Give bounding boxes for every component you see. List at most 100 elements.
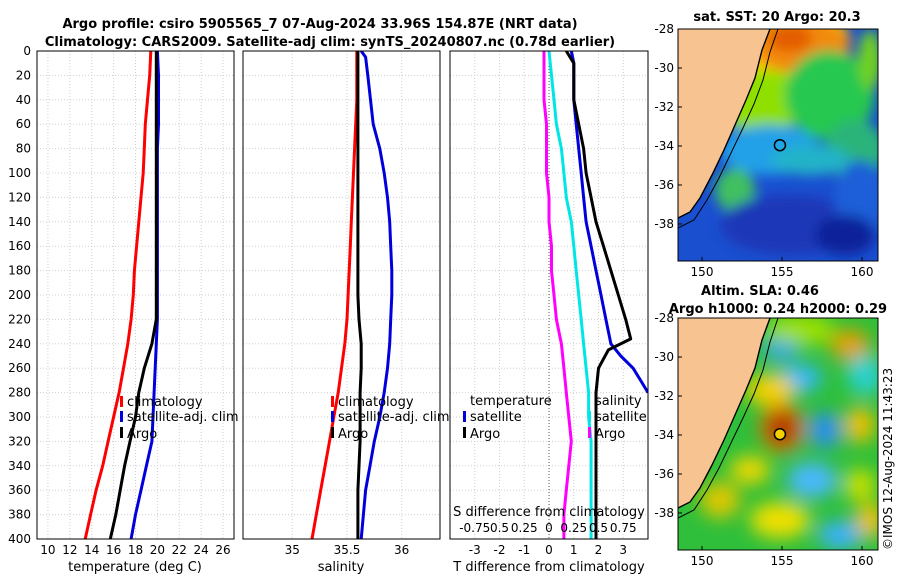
figure-title-line1: Argo profile: csiro 5905565_7 07-Aug-202…: [62, 17, 577, 32]
series-line: [356, 51, 363, 539]
s-difference-tick-label: -0.75: [459, 521, 490, 535]
lat-tick-label: -30: [654, 61, 674, 75]
depth-tick-label: 340: [8, 459, 31, 473]
temperature-legend: climatology satellite-adj. clim Argo: [120, 395, 239, 442]
lon-tick-label: 155: [771, 554, 794, 568]
depth-tick-label: 220: [8, 312, 31, 326]
temperature-lines: [83, 51, 160, 539]
x-tick-label: 35: [285, 543, 300, 557]
series-line: [547, 51, 593, 539]
difference-legend-right: salinity satellite Argo: [588, 394, 647, 442]
legend-swatch-satellite: [331, 411, 334, 422]
x-tick-label: 35.5: [334, 543, 361, 557]
depth-tick-label: 360: [8, 483, 31, 497]
salinity-grid: [243, 50, 440, 540]
depth-tick-label: 260: [8, 361, 31, 375]
series-line: [108, 51, 158, 539]
x-tick-label: 2: [595, 543, 603, 557]
s-difference-tick-label: 0.75: [610, 521, 637, 535]
s-difference-tick-label: 0.25: [511, 521, 538, 535]
temperature-axes-frame: [36, 50, 235, 540]
x-tick-label: 26: [215, 543, 230, 557]
depth-tick-label: 120: [8, 190, 31, 204]
difference-legend-left: temperature satellite Argo: [463, 394, 552, 442]
legend-swatch-sal-argo: [588, 427, 591, 438]
legend-label-sal-argo: Argo: [595, 427, 625, 442]
depth-tick-label: 320: [8, 434, 31, 448]
salinity-xlabel: salinity: [318, 560, 365, 575]
series-line: [542, 51, 573, 539]
lat-tick-label: -36: [654, 178, 674, 192]
lat-tick-label: -34: [654, 428, 674, 442]
sla-argo-profile-marker: [773, 427, 787, 441]
legend-label-temp-satellite: satellite: [470, 410, 522, 425]
lon-tick-label: 150: [691, 265, 714, 279]
salinity-legend: climatology satellite-adj. clim Argo: [331, 395, 450, 442]
lat-tick-label: -30: [654, 350, 674, 364]
lat-tick-label: -32: [654, 100, 674, 114]
sst-map-frame: [677, 28, 879, 262]
depth-tick-label: 180: [8, 264, 31, 278]
depth-tick-label: 0: [23, 44, 31, 58]
depth-tick-label: 80: [16, 142, 31, 156]
s-difference-tick-label: 0.25: [560, 521, 587, 535]
depth-tick-label: 60: [16, 117, 31, 131]
x-tick-label: 12: [62, 543, 77, 557]
x-tick-label: 24: [194, 543, 209, 557]
legend-label-satellite: satellite-adj. clim: [127, 410, 239, 425]
s-difference-tick-labels: -0.75 0.5 0.25 0 0.25 0.5 0.75: [459, 521, 636, 535]
depth-tick-label: 40: [16, 93, 31, 107]
sla-map-title-line2: Argo h1000: 0.24 h2000: 0.29: [669, 302, 887, 317]
series-line: [359, 51, 394, 539]
sst-map-ticks: -28 -30 -32 -34 -36 -38 150 155 160: [654, 22, 873, 279]
sst-argo-profile-marker: [773, 138, 787, 152]
temperature-xlabel: temperature (deg C): [68, 560, 202, 575]
series-line: [569, 51, 648, 394]
temperature-panel: 0 20 40 60 80 100 120 140 160 180 200 220 240 260 280 3…: [8, 44, 239, 575]
sst-map-title: sat. SST: 20 Argo: 20.3: [693, 10, 860, 25]
s-difference-label: S difference from climatology: [453, 505, 645, 520]
salinity-x-ticks: 35 35.5 36: [285, 543, 410, 557]
lat-tick-label: -28: [654, 311, 674, 325]
sst-map-image: [678, 29, 878, 261]
lon-tick-label: 160: [851, 265, 874, 279]
temperature-grid: [37, 50, 234, 540]
depth-tick-label: 100: [8, 166, 31, 180]
x-tick-label: -2: [494, 543, 506, 557]
lat-tick-label: -38: [654, 217, 674, 231]
sla-map-title-line1: Altim. SLA: 0.46: [701, 284, 819, 299]
depth-tick-label: 240: [8, 337, 31, 351]
legend-label-satellite: satellite-adj. clim: [338, 410, 450, 425]
depth-tick-label: 20: [16, 68, 31, 82]
x-tick-label: 36: [394, 543, 409, 557]
imos-credit-text: ©IMOS 12-Aug-2024 11:43:23: [881, 367, 895, 550]
x-tick-label: 20: [150, 543, 165, 557]
x-tick-label: -1: [518, 543, 530, 557]
legend-label-climatology: climatology: [338, 395, 414, 410]
lat-tick-label: -34: [654, 139, 674, 153]
s-difference-tick-label: 0: [545, 521, 553, 535]
depth-tick-label: 280: [8, 386, 31, 400]
legend-swatch-satellite: [120, 411, 123, 422]
series-line: [565, 51, 633, 539]
x-tick-label: 0: [545, 543, 553, 557]
legend-label-argo: Argo: [127, 427, 157, 442]
difference-lines: [542, 51, 648, 539]
legend-label-argo: Argo: [338, 427, 368, 442]
legend-swatch-sal-satellite: [588, 411, 591, 422]
sst-map-panel: sat. SST: 20 Argo: 20.3: [654, 10, 879, 279]
legend-swatch-temp-satellite: [463, 411, 466, 422]
legend-heading-temperature: temperature: [470, 394, 552, 409]
difference-x-ticks: -3 -2 -1 0 1 2 3: [469, 543, 627, 557]
legend-label-climatology: climatology: [127, 395, 203, 410]
figure-title-line2: Climatology: CARS2009. Satellite-adj cli…: [45, 35, 615, 50]
salinity-lines: [310, 51, 394, 539]
legend-swatch-climatology: [331, 396, 334, 407]
lat-tick-label: -32: [654, 389, 674, 403]
difference-panel: -3 -2 -1 0 1 2 3 T difference from climatology…: [449, 50, 649, 575]
depth-tick-label: 160: [8, 239, 31, 253]
lat-tick-label: -28: [654, 22, 674, 36]
x-tick-label: 22: [172, 543, 187, 557]
sla-map-frame: [677, 317, 879, 551]
